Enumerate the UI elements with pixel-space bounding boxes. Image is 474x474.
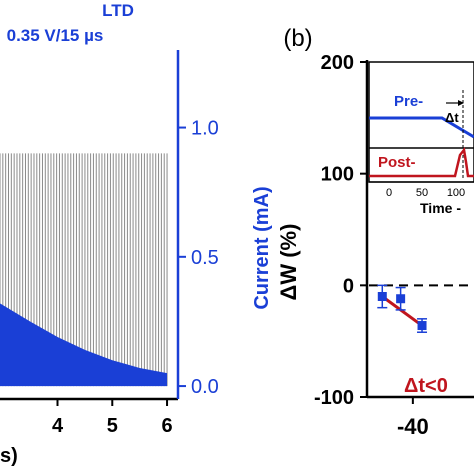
panel-b-x-tick-label: -40	[397, 414, 429, 439]
fit-line	[381, 295, 423, 327]
data-point	[396, 294, 406, 304]
inset-x-tick-0: 0	[386, 187, 392, 199]
panel-a-right-tick-label: 0.5	[191, 247, 219, 269]
panel-b: (b) ΔW (%) 200 100 0 -100 -40 Δt<0 Pre- Δt …	[276, 25, 474, 439]
data-point	[377, 292, 387, 301]
panel-a-right-tick-label: 0.0	[191, 376, 219, 398]
panel-a-x-ticks: 4 5 6	[52, 399, 173, 437]
panel-a-right-axis-label: Current (mA)	[251, 186, 273, 309]
inset-frame	[368, 61, 474, 183]
panel-b-y-ticks: 200 100 0 -100	[314, 52, 367, 409]
panel-b-label: (b)	[283, 25, 312, 52]
inset-x-tick-50: 50	[416, 187, 428, 199]
dt-arrowhead-icon	[458, 100, 464, 106]
panel-b-y-tick-label: 100	[321, 164, 354, 186]
panel-a-x-tick-label: 4	[52, 415, 64, 437]
inset-x-tick-100: 100	[447, 187, 465, 199]
panel-a-title: LTD	[102, 1, 134, 20]
inset-dt-label: Δt	[445, 110, 459, 125]
panel-b-x-ticks: -40	[397, 397, 429, 439]
data-points	[377, 284, 428, 333]
panel-a: LTD 0.35 V/15 µs 4 5 6 0.0 0.5 1.0 Current (…	[0, 1, 273, 467]
inset-x-axis-label: Time -	[420, 200, 461, 216]
panel-a-right-ticks: 0.0 0.5 1.0	[178, 118, 219, 398]
panel-b-y-tick-label: 0	[343, 275, 354, 297]
panel-a-right-tick-label: 1.0	[191, 118, 219, 140]
delta-t-annotation: Δt<0	[404, 375, 448, 397]
data-point	[417, 321, 427, 331]
post-waveform	[369, 147, 474, 178]
panel-b-y-axis-label: ΔW (%)	[276, 224, 301, 301]
inset: Pre- Δt Post- 0 50 100 Time -	[368, 61, 474, 216]
panel-a-x-tick-label: 6	[161, 415, 172, 437]
panel-a-subtitle: 0.35 V/15 µs	[7, 26, 104, 45]
inset-post-label: Post-	[378, 154, 416, 171]
inset-pre-label: Pre-	[394, 93, 423, 110]
current-envelope	[0, 303, 168, 387]
panel-a-x-tick-label: 5	[107, 415, 118, 437]
panel-a-x-axis-label: s)	[0, 445, 18, 467]
panel-b-y-tick-label: 200	[321, 52, 354, 74]
panel-b-y-tick-label: -100	[314, 387, 354, 409]
